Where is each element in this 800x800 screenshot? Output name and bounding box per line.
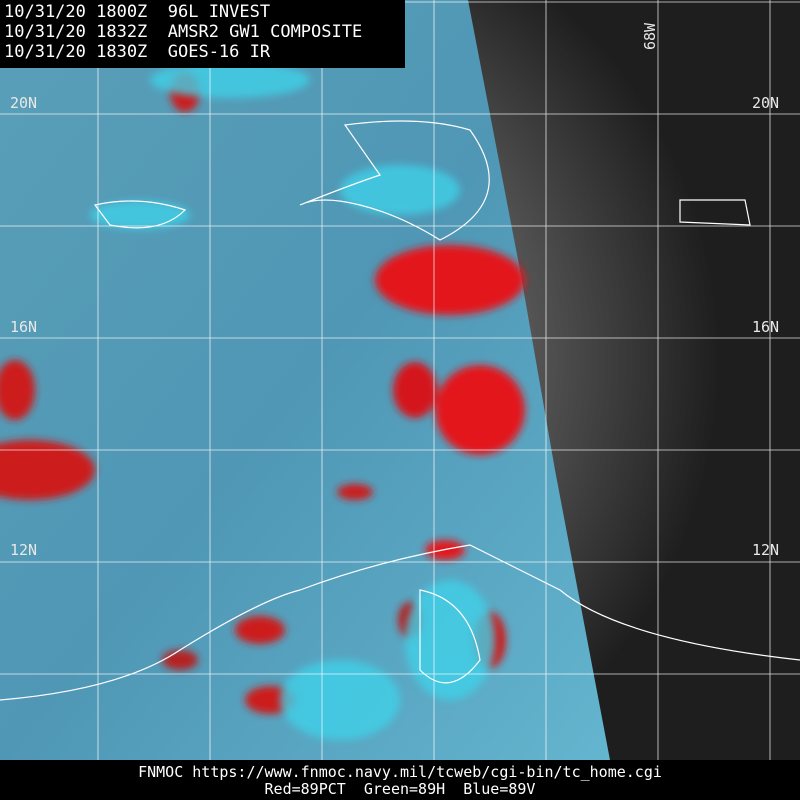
header-line: 10/31/20 1800Z 96L INVEST — [4, 2, 271, 22]
lon-label: 68W — [641, 22, 659, 50]
lat-label: 16N — [10, 318, 38, 336]
lat-label: 20N — [752, 94, 780, 112]
lat-label: 16N — [752, 318, 780, 336]
header-line: 10/31/20 1830Z GOES-16 IR — [4, 42, 271, 62]
lat-label: 12N — [752, 541, 780, 559]
header: 10/31/20 1800Z 96L INVEST 10/31/20 1832Z … — [0, 0, 405, 68]
footer-source: FNMOC https://www.fnmoc.navy.mil/tcweb/c… — [138, 763, 662, 781]
footer-channels: Red=89PCT Green=89H Blue=89V — [264, 780, 536, 798]
lat-label: 12N — [10, 541, 38, 559]
lat-label: 20N — [10, 94, 38, 112]
footer: FNMOC https://www.fnmoc.navy.mil/tcweb/c… — [0, 760, 800, 800]
header-line: 10/31/20 1832Z AMSR2 GW1 COMPOSITE — [4, 22, 363, 42]
land — [90, 62, 495, 740]
